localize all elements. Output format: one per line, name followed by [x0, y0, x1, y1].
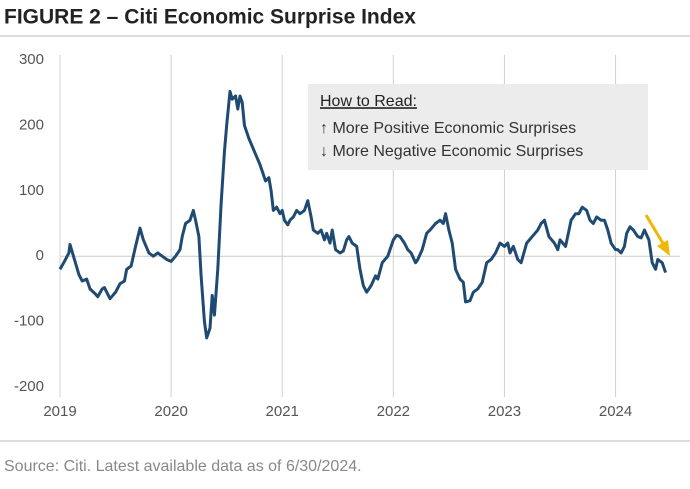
x-tick-label: 2020 — [154, 403, 187, 420]
trend-arrow — [644, 214, 666, 246]
y-tick-label: -100 — [14, 313, 44, 330]
y-tick-label: 200 — [19, 116, 44, 133]
series-line — [58, 89, 667, 340]
x-tick-label: 2021 — [266, 403, 299, 420]
annotation-line: ↑ More Positive Economic Surprises — [320, 120, 576, 137]
annotation-title: How to Read: — [320, 93, 417, 110]
y-tick-label: 300 — [19, 51, 44, 68]
y-tick-label: -200 — [14, 378, 44, 395]
y-tick-label: 100 — [19, 182, 44, 199]
annotation-box — [308, 84, 648, 170]
trend-arrow-head — [657, 240, 670, 256]
x-tick-label: 2019 — [43, 403, 76, 420]
x-tick-label: 2024 — [599, 403, 632, 420]
x-tick-label: 2022 — [377, 403, 410, 420]
y-tick-label: 0 — [36, 247, 44, 264]
annotation-line: ↓ More Negative Economic Surprises — [320, 143, 583, 160]
chart-title: FIGURE 2 – Citi Economic Surprise Index — [4, 6, 416, 29]
source: Source: Citi. Latest available data as o… — [4, 458, 362, 475]
x-tick-label: 2023 — [488, 403, 521, 420]
